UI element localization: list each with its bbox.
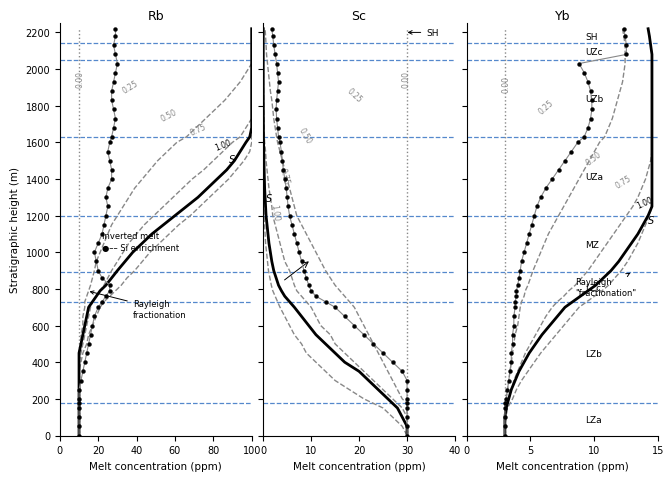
Text: 0.00: 0.00 (501, 76, 511, 93)
X-axis label: Melt concentration (ppm): Melt concentration (ppm) (89, 461, 222, 471)
Text: LZb: LZb (585, 349, 602, 358)
Text: MZ: MZ (585, 240, 599, 249)
X-axis label: Melt concentration (ppm): Melt concentration (ppm) (496, 461, 629, 471)
Text: 0.50: 0.50 (584, 150, 603, 167)
Text: 0.75: 0.75 (614, 174, 633, 191)
Title: Rb: Rb (148, 10, 164, 23)
Text: 1.00: 1.00 (269, 204, 280, 222)
Text: SH: SH (408, 29, 439, 38)
Title: Sc: Sc (352, 10, 366, 23)
Y-axis label: Stratigraphic height (m): Stratigraphic height (m) (10, 167, 20, 293)
Text: Rayleigh
fractionation: Rayleigh fractionation (90, 291, 186, 319)
Text: 0.50: 0.50 (160, 107, 179, 123)
Text: 0.25: 0.25 (344, 87, 363, 105)
Text: Inverted melt: Inverted melt (102, 231, 159, 240)
Text: 0.25: 0.25 (121, 79, 140, 96)
Text: 0.50: 0.50 (297, 126, 313, 145)
Text: UZa: UZa (585, 172, 603, 182)
Text: 0.75: 0.75 (277, 166, 291, 185)
Text: 0.00: 0.00 (401, 71, 410, 88)
Text: SH: SH (585, 32, 598, 42)
Text: 0.25: 0.25 (537, 98, 555, 116)
Text: UZb: UZb (585, 95, 604, 104)
Text: S: S (229, 155, 235, 165)
X-axis label: Melt concentration (ppm): Melt concentration (ppm) (293, 461, 426, 471)
Text: S: S (265, 194, 272, 204)
Text: 0.75: 0.75 (188, 122, 207, 138)
Text: LZc: LZc (585, 283, 602, 292)
Text: 1.00: 1.00 (213, 138, 232, 152)
Title: Yb: Yb (555, 10, 570, 23)
Text: ●–– Si enrichment: ●–– Si enrichment (102, 244, 179, 253)
Text: 1.00: 1.00 (635, 196, 654, 211)
Text: Rayleigh
"fractionation": Rayleigh "fractionation" (575, 273, 636, 297)
Text: LZa: LZa (585, 415, 602, 424)
Text: S: S (648, 215, 654, 226)
Text: 0.00: 0.00 (75, 71, 84, 88)
Text: UZc: UZc (585, 48, 603, 57)
